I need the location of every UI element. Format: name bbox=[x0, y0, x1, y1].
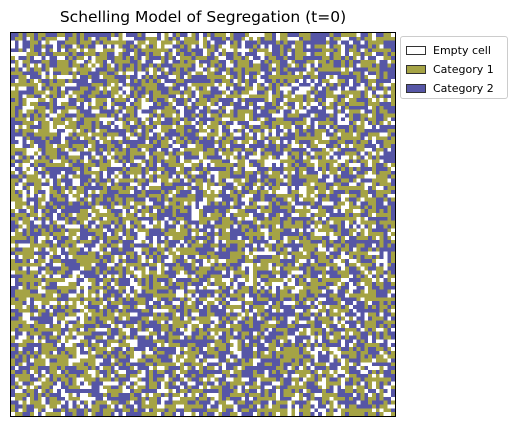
legend-item-category-2: Category 2 bbox=[406, 79, 507, 98]
legend-swatch-empty-cell bbox=[406, 46, 426, 55]
legend-swatch-category-1 bbox=[406, 65, 426, 74]
legend-label-empty-cell: Empty cell bbox=[433, 44, 491, 57]
chart-title: Schelling Model of Segregation (t=0) bbox=[59, 8, 347, 26]
legend: Empty cell Category 1 Category 2 bbox=[400, 36, 508, 99]
plot-area bbox=[10, 32, 396, 417]
legend-item-empty-cell: Empty cell bbox=[406, 41, 507, 60]
legend-item-category-1: Category 1 bbox=[406, 60, 507, 79]
legend-swatch-category-2 bbox=[406, 84, 426, 93]
schelling-grid-heatmap bbox=[11, 33, 395, 416]
legend-label-category-2: Category 2 bbox=[433, 82, 494, 95]
legend-label-category-1: Category 1 bbox=[433, 63, 494, 76]
